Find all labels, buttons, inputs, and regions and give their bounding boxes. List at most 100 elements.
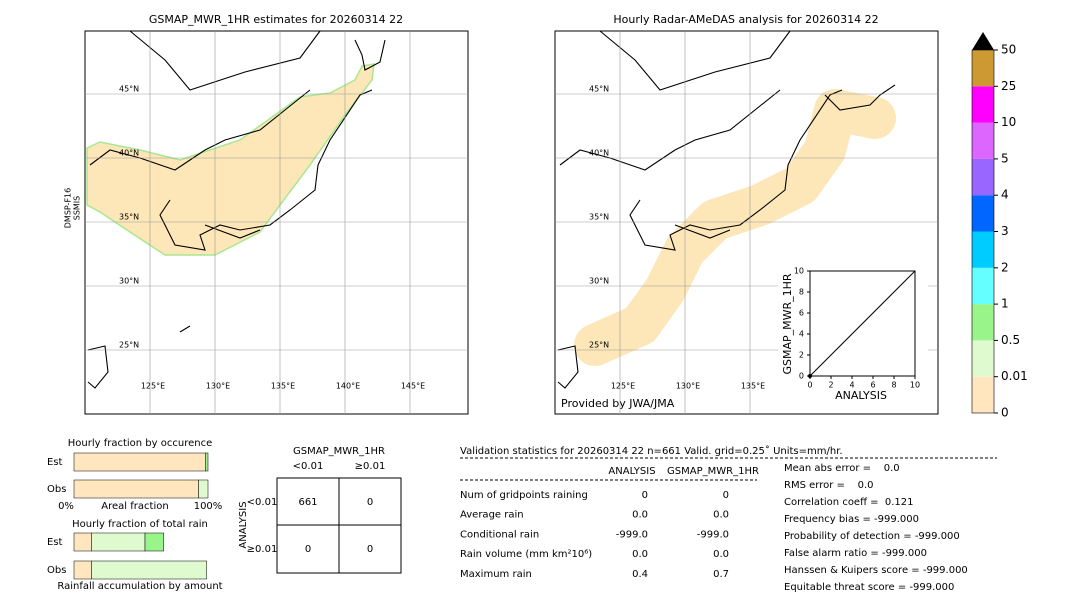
colorbar-label: 3 [1001,224,1009,238]
stat-value: 0.0 [713,549,729,560]
colorbar-segment [972,231,994,268]
contingency-table: GSMAP_MWR_1HR <0.01 ≥0.01 ANALYSIS <0.01… [238,446,402,574]
colorbar-label: 2 [1001,260,1009,274]
row-title: ANALYSIS [238,501,249,548]
y-tick-label: 2 [799,351,804,360]
lat-label: 35°N [589,213,609,222]
score: Correlation coeff = 0.121 [784,497,914,508]
fraction-bar [73,452,206,472]
colorbar-segment [972,376,994,413]
colorbar-segment [972,304,994,341]
y-tick-label: 6 [799,309,804,318]
colorbar-label: 0 [1001,406,1009,420]
lon-label: 135°E [741,382,765,391]
x-tick-label: 0 [807,381,812,390]
lat-label: 40°N [589,149,609,158]
lon-label: 135°E [271,382,295,391]
lon-label: 145°E [401,382,425,391]
colorbar-label: 0.01 [1001,369,1028,383]
map-title: Hourly Radar-AMeDAS analysis for 2026031… [613,13,878,26]
lat-label: 30°N [119,277,139,286]
cell: 0 [367,544,373,555]
score: False alarm ratio = -999.000 [784,548,927,559]
fraction-bar [73,560,92,580]
lon-label: 140°E [336,382,360,391]
lon-label: 125°E [611,382,635,391]
lon-label: 130°E [206,382,230,391]
stat-label: Num of gridpoints raining [460,490,588,501]
stat-value: 0.0 [713,510,729,521]
inset-background [778,262,928,402]
stat-value: 0 [723,490,729,501]
fraction-bar [91,560,207,580]
fraction-bar [205,452,209,472]
row-label: <0.01 [247,497,278,508]
fraction-bar [73,479,199,499]
diagonal [809,270,916,377]
fraction-bar [144,532,165,552]
credit: Provided by JWA/JMA [561,397,675,410]
column-label: ≥0.01 [355,461,386,472]
validation-title: Validation statistics for 20260314 22 n=… [460,445,843,457]
lat-label: 30°N [589,277,609,286]
inset-frame [809,270,916,377]
fraction-bar [73,532,92,552]
colorbar-label: 5 [1001,151,1009,165]
colorbar-segment [972,158,994,196]
colorbar-segment [972,195,994,232]
stat-value: -999.0 [616,529,648,540]
score: Equitable threat score = -999.000 [784,582,954,593]
column-label: GSMAP_MWR_1HR [667,466,759,477]
score: Probability of detection = -999.000 [784,531,960,542]
fraction-bar [91,532,146,552]
stat-label: Rain volume (mm km²10⁶) [460,549,592,560]
lat-label: 45°N [119,85,139,94]
y-axis-label: GSMAP_MWR_1HR [781,273,794,374]
inset-scatter: ANALYSIS GSMAP_MWR_1HR 0 2 4 6 8 10 0 2 4 6 8 10 [778,262,928,402]
stat-value: 0.0 [632,510,648,521]
fraction-bar [198,479,209,499]
colorbar-label: 10 [1001,115,1016,129]
table-header: GSMAP_MWR_1HR [293,446,385,457]
score: Frequency bias = -999.000 [784,514,919,525]
x-label: 0% [58,501,74,512]
cell: 0 [367,497,373,508]
score: Mean abs error = 0.0 [784,463,900,474]
row-label: Est [47,457,63,468]
x-tick-label: 8 [891,381,896,390]
row-label: Obs [47,484,66,495]
stat-value: -999.0 [697,529,729,540]
stat-label: Average rain [460,510,524,521]
y-tick-label: 8 [799,288,804,297]
row-label: ≥0.01 [247,544,278,555]
colorbar-label: 1 [1001,297,1009,311]
coastline [87,30,386,389]
lon-label: 125°E [141,382,165,391]
side-label: DMSP-F16 [64,188,73,228]
rain-area [574,89,896,366]
score: RMS error = 0.0 [784,480,874,491]
lat-label: 25°N [589,341,609,350]
y-tick-label: 4 [799,330,804,339]
x-tick-label: 10 [910,381,920,390]
lat-label: 35°N [119,213,139,222]
colorbar-segment [972,122,994,159]
map-title: GSMAP_MWR_1HR estimates for 20260314 22 [149,13,403,26]
x-tick-label: 6 [870,381,875,390]
colorbar-segment [972,267,994,305]
x-label: 100% [194,501,223,512]
colorbar-label: 25 [1001,79,1016,93]
colorbar-label: 50 [1001,43,1016,57]
lat-label: 45°N [589,85,609,94]
stat-label: Maximum rain [460,569,532,580]
colorbar-label: 0.5 [1001,333,1020,347]
stat-value: 0.4 [632,569,648,580]
x-tick-label: 2 [828,381,833,390]
cell: 661 [298,497,317,508]
colorbar-segment [972,50,994,87]
panel-title: Hourly fraction by occurence [68,438,212,449]
validation: Validation statistics for 20260314 22 n=… [460,445,997,481]
lon-label: 130°E [676,382,700,391]
cell: 0 [305,544,311,555]
